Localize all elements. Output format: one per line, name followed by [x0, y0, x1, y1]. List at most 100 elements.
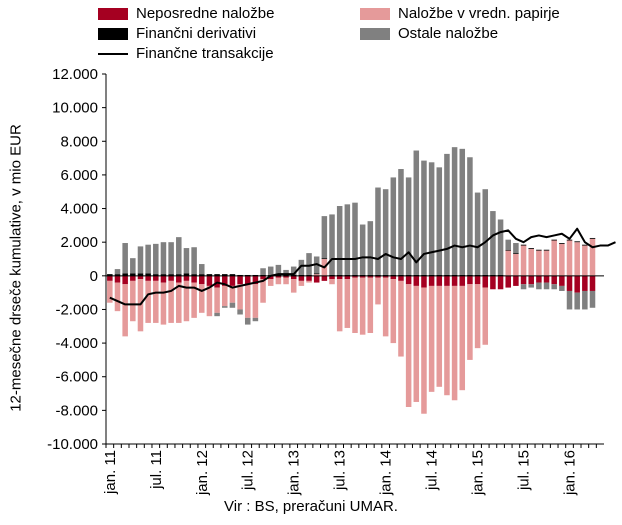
- bar-other-9: [176, 237, 182, 275]
- bar-derivatives-3: [130, 273, 136, 276]
- bar-direct-41: [421, 275, 427, 288]
- x-tick-label-9: jul. 15: [516, 450, 533, 491]
- x-tick-label-4: jan. 13: [286, 450, 303, 496]
- bar-portfolio-57: [543, 250, 550, 276]
- bar-portfolio-24: [290, 279, 297, 293]
- bar-portfolio-63: [589, 238, 596, 276]
- bar-portfolio-26: [306, 280, 312, 283]
- x-tick-label-1: jul. 11: [148, 450, 165, 490]
- bar-derivatives-58: [551, 239, 557, 241]
- y-axis-label: 12-mesečne drseče kumulative, v mio EUR: [7, 124, 25, 412]
- bar-portfolio-11: [191, 282, 197, 318]
- bar-portfolio-13: [206, 285, 213, 317]
- bar-portfolio-49: [482, 287, 489, 345]
- x-tick-label-6: jan. 14: [378, 450, 395, 496]
- bar-portfolio-56: [536, 250, 542, 276]
- y-tick-label-8: 6.000: [60, 167, 98, 184]
- bar-direct-3: [130, 275, 136, 281]
- bar-direct-57: [543, 275, 550, 283]
- bar-portfolio-5: [145, 280, 151, 323]
- bar-other-44: [444, 153, 450, 275]
- bar-other-57: [543, 282, 550, 290]
- bar-portfolio-29: [329, 279, 335, 285]
- bar-other-15: [222, 306, 228, 308]
- bar-derivatives-53: [513, 253, 519, 254]
- bar-portfolio-38: [398, 280, 404, 357]
- bar-portfolio-0: [107, 280, 113, 303]
- bar-other-12: [199, 264, 205, 275]
- y-tick-label-5: 0: [90, 268, 98, 285]
- x-tick-label-0: jan. 11: [102, 450, 119, 495]
- legend-label-derivatives: Finančni derivativi: [136, 25, 257, 42]
- bar-other-56: [536, 282, 542, 290]
- bar-other-4: [137, 246, 144, 274]
- bar-direct-30: [336, 275, 343, 280]
- bar-direct-25: [298, 275, 305, 281]
- bar-other-3: [130, 258, 136, 274]
- bar-direct-16: [229, 275, 236, 286]
- bar-direct-9: [176, 275, 182, 283]
- y-tick-label-7: 4.000: [60, 201, 98, 218]
- bar-portfolio-8: [168, 280, 174, 323]
- bar-direct-50: [490, 275, 496, 290]
- legend-swatch-direct: [98, 8, 128, 20]
- bar-derivatives-6: [153, 274, 159, 276]
- bar-other-7: [160, 242, 167, 275]
- bar-direct-38: [398, 275, 404, 281]
- bar-direct-10: [183, 275, 190, 281]
- bar-direct-59: [559, 275, 565, 286]
- bar-direct-47: [467, 275, 473, 285]
- bar-direct-24: [290, 275, 297, 280]
- bar-portfolio-18: [244, 284, 251, 318]
- bar-derivatives-9: [176, 274, 182, 276]
- bar-other-52: [505, 239, 511, 250]
- bar-portfolio-25: [298, 280, 305, 286]
- bar-direct-63: [589, 275, 596, 291]
- bar-portfolio-30: [336, 279, 343, 332]
- bar-derivatives-16: [229, 274, 236, 276]
- legend-direct: Neposredne naložbe: [98, 6, 274, 22]
- bar-other-22: [275, 264, 282, 275]
- bar-portfolio-35: [375, 277, 381, 305]
- bar-portfolio-53: [513, 253, 519, 276]
- bar-other-36: [382, 189, 389, 275]
- bar-direct-40: [413, 275, 420, 286]
- bar-portfolio-45: [451, 285, 458, 401]
- bar-portfolio-2: [122, 284, 128, 337]
- bar-portfolio-1: [114, 282, 121, 312]
- bar-portfolio-10: [183, 280, 190, 322]
- bar-derivatives-12: [199, 274, 205, 276]
- legend-swatch-line: [98, 53, 128, 55]
- bar-other-45: [451, 147, 458, 275]
- bar-other-34: [367, 221, 374, 275]
- bar-other-17: [237, 309, 243, 315]
- bar-direct-54: [520, 275, 527, 285]
- bar-other-21: [267, 266, 274, 275]
- bar-direct-1: [114, 275, 121, 283]
- bar-other-31: [344, 204, 351, 275]
- y-tick-label-0: -10.000: [47, 436, 98, 453]
- bar-other-58: [551, 284, 557, 290]
- bar-direct-60: [566, 275, 573, 291]
- bar-direct-22: [275, 275, 282, 278]
- bar-portfolio-21: [267, 279, 274, 286]
- bar-direct-62: [582, 275, 588, 291]
- bar-other-30: [336, 206, 343, 275]
- bar-other-61: [574, 292, 580, 310]
- bar-other-8: [168, 242, 174, 275]
- legend-label-portfolio: Naložbe v vredn. papirje: [398, 5, 560, 22]
- x-tick-label-10: jan. 16: [562, 450, 579, 496]
- bar-other-25: [298, 259, 305, 275]
- bar-portfolio-62: [582, 245, 588, 276]
- bar-direct-19: [252, 275, 259, 285]
- bar-derivatives-7: [160, 274, 167, 276]
- bar-direct-51: [497, 275, 504, 290]
- bar-derivatives-63: [589, 237, 596, 239]
- legend-swatch-other: [360, 28, 390, 40]
- bar-portfolio-61: [574, 242, 580, 276]
- bar-portfolio-32: [352, 277, 358, 333]
- bar-other-50: [490, 211, 496, 275]
- bar-portfolio-34: [367, 277, 374, 333]
- line-group: [109, 227, 616, 306]
- bar-portfolio-41: [421, 287, 427, 414]
